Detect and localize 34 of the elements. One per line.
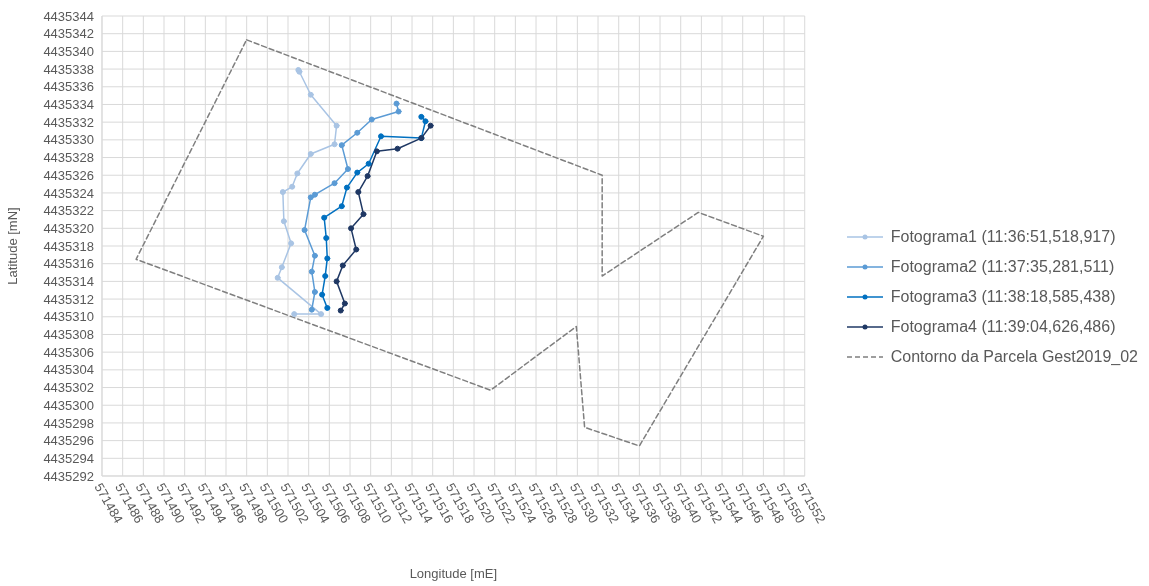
y-tick-label: 4435302 (43, 380, 94, 396)
x-axis-title: Longitude [mE] (409, 566, 498, 581)
y-tick-label: 4435334 (43, 97, 94, 113)
y-tick-label: 4435310 (43, 309, 94, 325)
y-tick-label: 4435298 (43, 415, 94, 431)
y-tick-label: 4435332 (43, 114, 94, 130)
y-tick-label: 4435328 (43, 150, 94, 166)
y-tick-label: 4435330 (43, 132, 94, 148)
y-tick-label: 4435292 (43, 468, 94, 484)
y-tick-label: 4435326 (43, 167, 94, 183)
y-axis-title: Latitude [mN] (4, 207, 20, 285)
y-tick-label: 4435342 (43, 26, 94, 42)
y-tick-label: 4435322 (43, 203, 94, 219)
y-tick-label: 4435312 (43, 291, 94, 307)
y-tick-label: 4435300 (43, 397, 94, 413)
y-tick-label: 4435314 (43, 274, 94, 289)
y-tick-label: 4435318 (43, 238, 94, 254)
y-tick-label: 4435336 (43, 79, 94, 95)
y-tick-label: 4435338 (43, 61, 94, 77)
legend-label: Fotograma1 (11:36:51,518,917) (890, 228, 1116, 246)
y-tick-label: 4435306 (43, 344, 94, 360)
y-tick-label: 4435308 (43, 327, 94, 343)
legend-label: Fotograma4 (11:39:04,626,486) (890, 318, 1116, 336)
legend-label: Contorno da Parcela Gest2019_02 (890, 348, 1138, 366)
y-tick-label: 4435324 (43, 185, 94, 201)
y-tick-label: 4435296 (43, 433, 94, 449)
y-tick-label: 4435304 (43, 362, 94, 378)
legend-label: Fotograma3 (11:38:18,585,438) (890, 288, 1116, 306)
y-tick-label: 4435344 (43, 8, 94, 24)
y-tick-label: 4435340 (43, 44, 94, 59)
legend-label: Fotograma2 (11:37:35,281,511) (890, 258, 1115, 276)
y-tick-label: 4435320 (43, 220, 94, 236)
y-tick-label: 4435316 (43, 256, 94, 272)
y-tick-label: 4435294 (43, 450, 94, 466)
